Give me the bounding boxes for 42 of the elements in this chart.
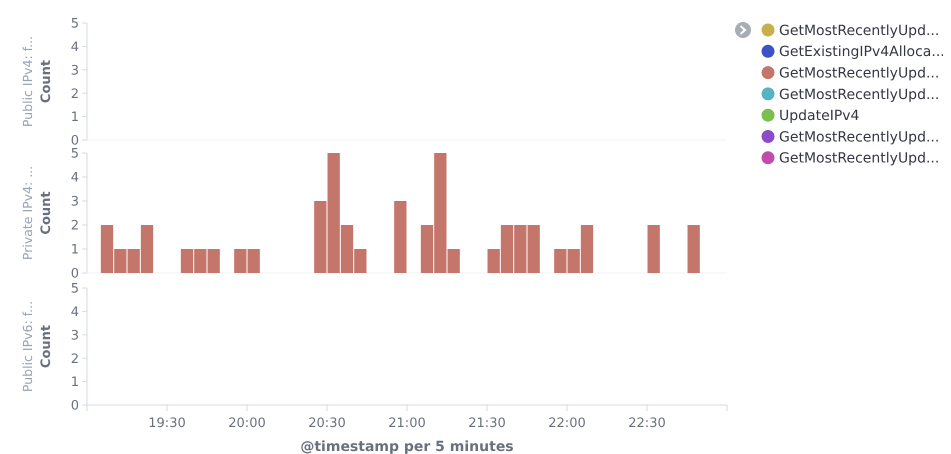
bar [394, 201, 406, 273]
y-tick-label: 3 [70, 328, 79, 344]
y-axis-title: Count [39, 191, 54, 235]
legend-label: GetMostRecentlyUpd... [779, 150, 940, 167]
x-tick-label: 19:30 [148, 416, 186, 431]
y-tick-label: 0 [70, 266, 79, 282]
x-tick-label: 22:00 [548, 416, 586, 431]
y-axis-title: Count [39, 324, 54, 368]
x-tick-label: 21:00 [388, 416, 426, 431]
y-tick-label: 0 [70, 134, 79, 149]
y-tick-label: 2 [70, 352, 79, 367]
y-tick-label: 2 [70, 218, 79, 234]
x-tick-label: 20:00 [228, 416, 266, 431]
legend-label: GetExistingIPv4Alloca... [779, 44, 945, 60]
y-tick-label: 5 [70, 16, 79, 32]
y-tick-label: 4 [70, 40, 79, 55]
text: Public IPv4: f... [20, 36, 35, 128]
y-tick-label: 4 [70, 170, 79, 186]
legend-label: UpdateIPv4 [779, 108, 860, 124]
y-axis-title: Count [39, 60, 54, 104]
y-tick-label: 0 [70, 398, 79, 414]
y-tick-label: 5 [70, 146, 79, 162]
y-tick-label: 1 [70, 242, 79, 258]
legend-label: GetMostRecentlyUpd... [779, 66, 940, 82]
y-tick-label: 1 [70, 110, 79, 126]
bar [688, 225, 700, 273]
text: Private IPv4: ... [20, 166, 35, 260]
y-tick-label: 2 [70, 86, 79, 102]
x-tick-label: 21:30 [468, 416, 506, 431]
legend-label: GetMostRecentlyUpd... [779, 86, 940, 103]
y-tick-label: 4 [70, 304, 79, 320]
legend-label: GetMostRecentlyUpd... [779, 129, 940, 146]
x-tick-label: 20:30 [308, 416, 346, 431]
x-tick-label: 22:30 [628, 416, 666, 431]
y-tick-label: 5 [70, 282, 79, 297]
y-tick-label: 3 [70, 63, 79, 78]
legend-label: GetMostRecentlyUpd... [779, 22, 940, 39]
y-tick-label: 1 [70, 375, 79, 390]
bar [648, 225, 660, 273]
x-axis-title: @timestamp per 5 minutes [300, 439, 514, 454]
text: Public IPv6: f... [20, 300, 35, 392]
y-tick-label: 3 [70, 194, 79, 210]
